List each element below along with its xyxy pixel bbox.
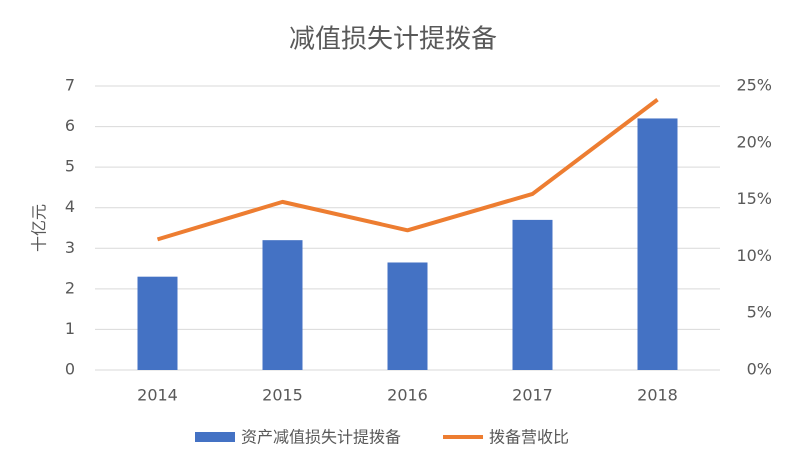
bar — [137, 276, 178, 370]
x-tick-label: 2017 — [512, 386, 553, 405]
y2-tick-label: 0% — [747, 360, 772, 379]
y2-tick-label: 25% — [736, 76, 772, 95]
bar — [387, 262, 428, 370]
bar — [262, 240, 303, 370]
y-tick-label: 2 — [65, 278, 75, 297]
bar — [512, 219, 553, 370]
y-tick-label: 7 — [65, 76, 75, 95]
x-tick-label: 2015 — [262, 386, 303, 405]
chart-title: 减值损失计提拨备 — [289, 25, 497, 55]
y2-tick-label: 20% — [736, 132, 772, 151]
y-tick-label: 3 — [65, 238, 75, 257]
y-tick-label: 0 — [65, 360, 75, 379]
y-tick-label: 1 — [65, 319, 75, 338]
bar — [637, 118, 678, 370]
line — [156, 98, 659, 242]
y-tick-label: 5 — [65, 157, 75, 176]
x-tick-label: 2014 — [137, 386, 178, 405]
y2-tick-label: 15% — [736, 189, 772, 208]
y-tick-label: 4 — [65, 197, 75, 216]
y2-tick-label: 5% — [747, 303, 772, 322]
y-axis-label: 十亿元 — [30, 204, 49, 252]
x-tick-label: 2016 — [387, 386, 428, 405]
y-tick-label: 6 — [65, 116, 75, 135]
legend-label: 资产减值损失计提拨备 — [241, 428, 401, 447]
y2-tick-label: 10% — [736, 246, 772, 265]
x-tick-label: 2018 — [637, 386, 678, 405]
legend-label: 拨备营收比 — [489, 428, 569, 447]
legend-swatch — [195, 432, 235, 442]
